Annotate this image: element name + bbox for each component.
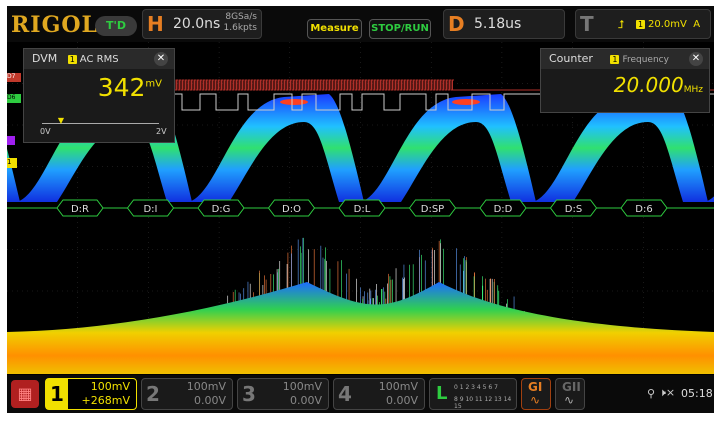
decode-label: D:6 xyxy=(635,204,652,215)
sample-rate: 8GSa/s xyxy=(225,12,257,22)
dvm-scale-max: 2V xyxy=(156,127,167,136)
channel-scale: 100mV xyxy=(379,380,418,393)
logic-row2: 8 9 10 11 12 13 14 15 xyxy=(454,396,516,410)
channel-offset: 0.00V xyxy=(290,394,322,407)
channel-2-panel[interactable]: 2 100mV 0.00V xyxy=(141,378,233,410)
dvm-mode: AC RMS xyxy=(80,54,119,65)
channel-scale: 100mV xyxy=(283,380,322,393)
decode-label: D:D xyxy=(494,204,513,215)
top-bar: RIGOL T'D H 20.0ns 8GSa/s 1.6kpts Measure… xyxy=(7,6,714,42)
stop-run-button[interactable]: STOP/RUN xyxy=(369,19,431,39)
counter-mode: Frequency xyxy=(622,55,669,65)
dvm-source: 1 xyxy=(68,55,77,64)
math-marker[interactable] xyxy=(7,136,15,145)
delay-panel[interactable]: D 5.18us xyxy=(443,9,565,39)
rising-edge-icon: ⮥ xyxy=(618,18,625,32)
dvm-unit: mV xyxy=(145,79,162,90)
decode-label: D:S xyxy=(565,204,582,215)
sine-icon: ∿ xyxy=(564,393,574,407)
trigger-mode: A xyxy=(693,19,700,30)
decode-label: D:G xyxy=(212,204,231,215)
channel-scale: 100mV xyxy=(187,380,226,393)
d-label: D xyxy=(448,12,465,36)
logic-panel[interactable]: L 0 1 2 3 4 5 6 7 8 9 10 11 12 13 14 15 xyxy=(429,378,517,410)
dvm-value: 342 xyxy=(98,73,146,102)
channel-offset: 0.00V xyxy=(386,394,418,407)
touch-display-button[interactable]: T'D xyxy=(95,16,137,36)
timebase-value: 20.0ns xyxy=(173,16,220,32)
counter-value: 20.000 xyxy=(614,73,684,97)
dvm-title: DVM xyxy=(32,52,57,65)
logic-label: L xyxy=(436,383,447,404)
dvm-level-pointer: ▼ xyxy=(58,116,64,125)
decode-label: D:O xyxy=(282,204,301,215)
measure-button[interactable]: Measure xyxy=(307,19,362,39)
menu-grid-icon[interactable]: ▦ xyxy=(11,380,39,408)
channel-number: 4 xyxy=(338,382,352,406)
channel-offset: +268mV xyxy=(82,394,130,407)
channel-offset: 0.00V xyxy=(194,394,226,407)
dvm-scale-min: 0V xyxy=(40,127,51,136)
generator1-button[interactable]: GI ∿ xyxy=(521,378,551,410)
logic-row1: 0 1 2 3 4 5 6 7 xyxy=(454,384,498,391)
channel-scale: 100mV xyxy=(91,380,130,393)
channel-number: 2 xyxy=(146,382,160,406)
channel-number: 3 xyxy=(242,382,256,406)
trigger-panel[interactable]: T ⮥ 1 20.0mV A xyxy=(575,9,711,39)
trigger-level: 20.0mV xyxy=(648,19,687,30)
counter-window[interactable]: Counter 1 Frequency ✕ 20.000MHz xyxy=(540,48,710,113)
close-icon[interactable]: ✕ xyxy=(689,52,703,66)
decode-label: D:L xyxy=(354,204,371,215)
delay-value: 5.18us xyxy=(474,16,521,32)
counter-unit: MHz xyxy=(684,85,703,95)
channel-number: 1 xyxy=(46,379,68,409)
counter-source: 1 xyxy=(610,55,619,64)
decode-label: D:R xyxy=(71,204,89,215)
channel-3-panel[interactable]: 3 100mV 0.00V xyxy=(237,378,329,410)
mute-icon[interactable]: 🕨× xyxy=(659,386,675,400)
close-icon[interactable]: ✕ xyxy=(154,52,168,66)
ch1-marker[interactable]: 1 xyxy=(7,158,17,168)
horizontal-panel[interactable]: H 20.0ns 8GSa/s 1.6kpts xyxy=(142,9,262,39)
waveform-density-trace xyxy=(7,94,20,202)
trigger-source: 1 xyxy=(636,20,645,29)
d6-marker[interactable]: D6 xyxy=(7,94,21,103)
oscilloscope-screen: RIGOL T'D H 20.0ns 8GSa/s 1.6kpts Measure… xyxy=(7,6,714,413)
decode-label: D:SP xyxy=(421,204,444,215)
usb-icon: ⚲ xyxy=(647,387,655,400)
channel-1-panel[interactable]: 1 100mV +268mV xyxy=(45,378,137,410)
h-label: H xyxy=(147,12,164,36)
sine-icon: ∿ xyxy=(530,393,540,407)
clock: 05:18 xyxy=(681,387,713,400)
bottom-bar: ▦ 1 100mV +268mV 2 100mV 0.00V 3 100mV 0.00V 4… xyxy=(7,375,714,413)
channel-4-panel[interactable]: 4 100mV 0.00V xyxy=(333,378,425,410)
memory-depth: 1.6kpts xyxy=(224,23,257,33)
dvm-window[interactable]: DVM 1 AC RMS ✕ 342mV ▼ 0V 2V xyxy=(23,48,175,143)
t-label: T xyxy=(580,12,594,36)
counter-title: Counter xyxy=(549,52,593,65)
d7-marker[interactable]: D7 xyxy=(7,73,21,82)
generator2-button[interactable]: GII ∿ xyxy=(555,378,585,410)
decode-label: D:I xyxy=(143,204,157,215)
rigol-logo: RIGOL xyxy=(11,12,98,38)
